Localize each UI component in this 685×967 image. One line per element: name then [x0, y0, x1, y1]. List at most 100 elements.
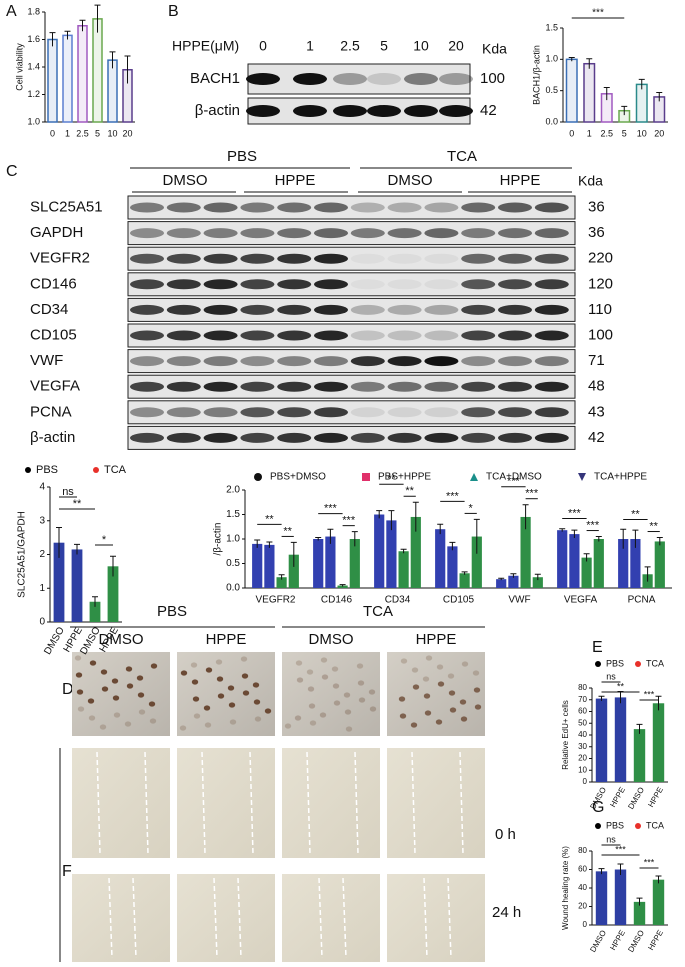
wound-edge	[108, 877, 113, 959]
blot-unit: Kda	[578, 173, 603, 189]
group-label: HPPE	[500, 172, 541, 189]
blot-header: HPPE(μM)	[172, 38, 239, 54]
error-bar	[449, 541, 456, 551]
sig-label: ***	[342, 515, 356, 527]
blot-row-label: VEGFA	[30, 378, 80, 395]
blot-band	[203, 228, 238, 239]
blot-band	[203, 279, 238, 290]
blot-band	[350, 228, 385, 239]
nucleus	[400, 658, 408, 664]
error-bar	[92, 596, 98, 607]
error-bar	[339, 584, 346, 587]
error-bar	[498, 577, 505, 581]
blot-band	[240, 356, 275, 367]
error-bar	[603, 87, 610, 101]
blot-band	[461, 228, 496, 239]
blot-band	[130, 407, 164, 418]
wound-edge	[354, 751, 359, 855]
bar	[614, 697, 627, 782]
nucleus	[320, 657, 328, 663]
bar	[614, 869, 627, 925]
nucleus	[448, 690, 456, 696]
bar	[471, 536, 482, 588]
blot-band	[314, 381, 348, 392]
nucleus	[356, 663, 364, 669]
blot-band	[293, 73, 327, 85]
bar	[107, 59, 118, 123]
blot-band	[166, 304, 201, 315]
blot-kda: 100	[588, 326, 613, 343]
blot-band	[333, 105, 367, 117]
error-bar	[522, 504, 529, 530]
legend-label: PBS+HPPE	[378, 472, 431, 483]
sig-label: **	[631, 508, 640, 520]
error-bar	[656, 537, 663, 546]
y-tick-label: 1	[39, 583, 45, 594]
sig-label: ***	[324, 503, 338, 515]
bar	[593, 539, 604, 588]
blot-band	[498, 228, 532, 239]
x-tick-label: VEGFA	[564, 595, 598, 606]
blot-band	[534, 279, 569, 290]
blot-band	[240, 253, 275, 264]
blot-band	[387, 407, 422, 418]
blot-band	[203, 304, 238, 315]
nucleus	[344, 709, 352, 715]
group-label: DMSO	[163, 172, 208, 189]
nucleus	[436, 664, 444, 670]
blot-band	[293, 105, 327, 117]
nucleus	[333, 700, 341, 706]
blot-band	[246, 105, 280, 117]
y-axis-label: BACH1/β-actin	[531, 45, 541, 105]
sig-label: *	[102, 534, 107, 546]
x-tick-label: DMSO	[626, 786, 646, 811]
bar	[92, 18, 103, 123]
nucleus	[204, 722, 212, 728]
group-label: DMSO	[99, 631, 144, 648]
blot-band	[314, 279, 348, 290]
panel-letter: A	[6, 3, 17, 20]
blot-band	[240, 330, 275, 341]
y-tick-label: 0	[583, 777, 588, 786]
error-bar	[124, 55, 131, 84]
scratch-image	[387, 874, 485, 962]
blot-band	[498, 253, 532, 264]
legend-marker	[93, 467, 99, 473]
blot-band	[350, 356, 385, 367]
blot-row-label: PCNA	[30, 403, 72, 420]
y-tick-label: 2	[39, 549, 45, 560]
blot-band	[166, 330, 201, 341]
panel-letter: F	[62, 863, 72, 880]
y-tick-label: 70	[578, 695, 587, 704]
blot-band	[424, 253, 459, 264]
blot-band	[130, 228, 164, 239]
sig-label: **	[73, 498, 82, 510]
bar	[252, 543, 263, 588]
bar	[89, 601, 101, 622]
blot-band	[277, 381, 312, 392]
legend-marker	[254, 473, 262, 481]
nucleus	[252, 682, 260, 688]
blot-band	[350, 330, 385, 341]
micrograph	[177, 652, 275, 736]
blot-band	[240, 304, 275, 315]
blot-row-label: BACH1	[190, 70, 240, 87]
y-tick-label: 0	[39, 617, 45, 628]
x-tick-label: HPPE	[646, 786, 665, 809]
nucleus	[88, 715, 96, 721]
nucleus	[474, 704, 482, 710]
blot-band	[240, 407, 275, 418]
blot-band	[350, 202, 385, 213]
error-bar	[598, 695, 605, 701]
blot-band	[424, 356, 459, 367]
blot-band	[314, 202, 348, 213]
sig-label: ***	[644, 689, 655, 699]
blot-band	[498, 432, 532, 443]
error-bar	[94, 4, 101, 33]
nucleus	[332, 683, 340, 689]
nucleus	[137, 692, 145, 698]
blot-row-label: GAPDH	[30, 224, 83, 241]
blot-kda: 71	[588, 352, 605, 369]
x-tick-label: PCNA	[628, 595, 656, 606]
x-tick-label: VEGFR2	[255, 595, 295, 606]
